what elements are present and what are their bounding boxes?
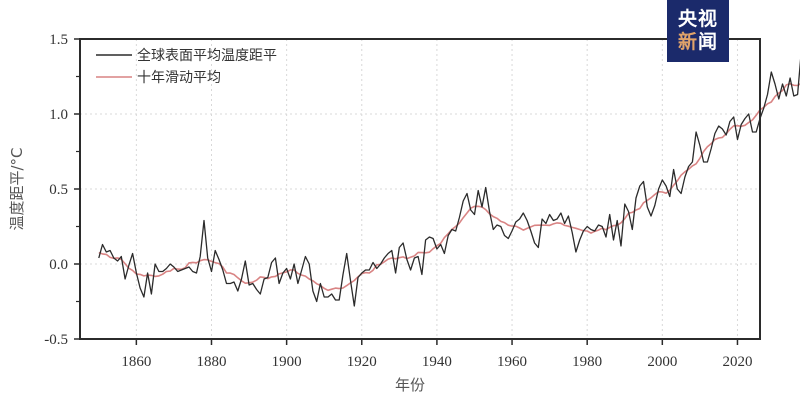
x-tick-label: 1920 — [347, 354, 377, 370]
x-tick-label: 1940 — [422, 354, 452, 370]
cctv-news-logo: 央视 新闻 — [667, 0, 729, 62]
x-tick-label: 1880 — [196, 354, 226, 370]
x-axis-title: 年份 — [395, 376, 425, 394]
moving-average-polyline — [98, 83, 800, 292]
x-tick-label: 2020 — [722, 354, 752, 370]
x-tick-label: 2000 — [647, 354, 677, 370]
x-tick-label: 1860 — [121, 354, 151, 370]
y-axis-title: 温度距平/°C — [8, 147, 26, 230]
y-tick-label: 1.5 — [49, 32, 68, 48]
y-tick-label: 1.0 — [49, 107, 68, 123]
x-tick-label: 1980 — [572, 354, 602, 370]
x-tick-label: 1960 — [497, 354, 527, 370]
y-tick-label: 0.0 — [49, 257, 68, 273]
annual-anomaly-line — [98, 58, 800, 307]
y-tick-label: -0.5 — [44, 332, 68, 348]
legend: 全球表面平均温度距平 十年滑动平均 — [96, 47, 277, 86]
legend-label-moving-average: 十年滑动平均 — [137, 69, 221, 86]
x-axis-ticks: 1860 1880 1900 1920 1940 1960 1980 2000 2020 — [121, 339, 752, 370]
y-axis-ticks: -0.5 0.0 0.5 1.0 1.5 — [44, 32, 80, 348]
moving-average-line — [98, 83, 800, 292]
logo-line1: 央视 — [677, 8, 718, 30]
logo-line2-a: 新 — [677, 31, 698, 53]
legend-label-annual: 全球表面平均温度距平 — [137, 47, 277, 64]
annual-anomaly-polyline — [98, 58, 800, 307]
x-tick-label: 1900 — [272, 354, 302, 370]
logo-line2-b: 闻 — [698, 31, 719, 53]
y-tick-label: 0.5 — [49, 182, 68, 198]
